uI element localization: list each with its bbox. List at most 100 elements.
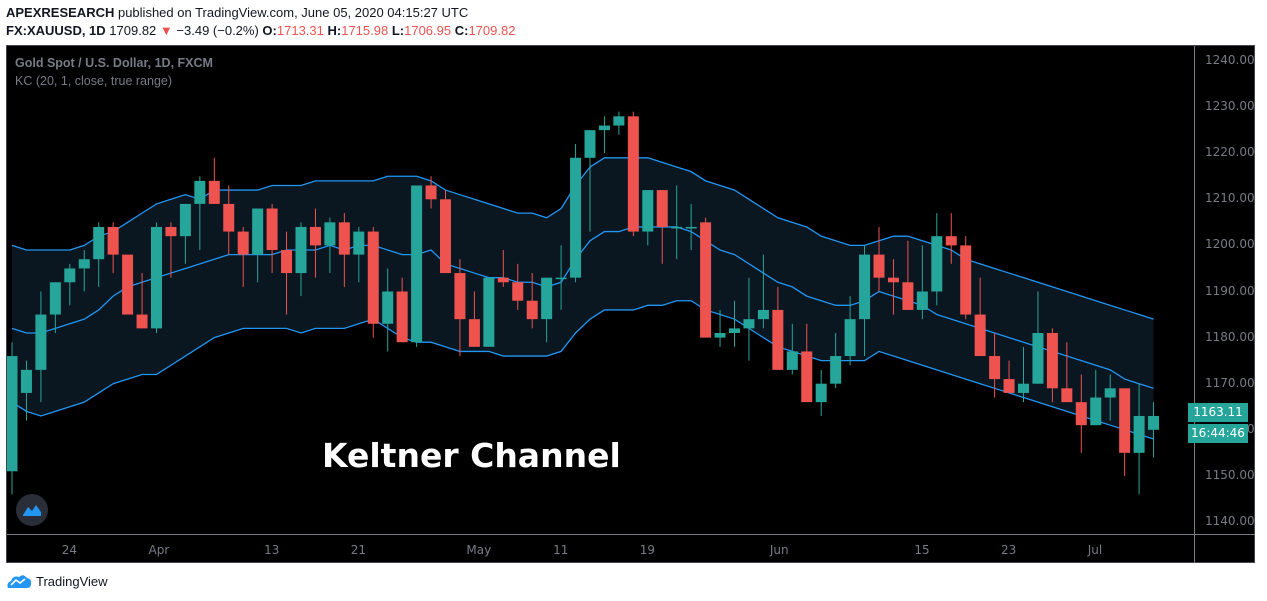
candle[interactable] (93, 222, 105, 287)
candle[interactable] (107, 222, 119, 274)
publish-header: APEXRESEARCH published on TradingView.co… (6, 4, 515, 40)
time-axis[interactable]: 24 Apr 13 21 May 11 19 Jun 15 23 Jul (7, 534, 1194, 563)
candle[interactable] (757, 254, 769, 329)
candle[interactable] (353, 226, 365, 283)
candle[interactable] (1061, 342, 1073, 403)
candle[interactable] (382, 268, 394, 352)
candle[interactable] (555, 245, 567, 310)
candle[interactable] (122, 254, 134, 315)
candle[interactable] (1090, 369, 1102, 426)
candle[interactable] (1046, 328, 1058, 403)
candle[interactable] (223, 185, 235, 255)
candle[interactable] (179, 203, 191, 264)
candle[interactable] (151, 222, 162, 333)
time-tick-label: 23 (1001, 543, 1017, 557)
candle[interactable] (35, 291, 47, 403)
candle[interactable] (714, 309, 726, 347)
author-name[interactable]: APEXRESEARCH (6, 5, 115, 20)
candle[interactable] (1148, 402, 1160, 458)
candle[interactable] (7, 342, 18, 495)
candle[interactable] (598, 116, 610, 154)
candle[interactable] (295, 222, 307, 297)
candle[interactable] (266, 203, 278, 274)
candle[interactable] (440, 190, 451, 274)
candle[interactable] (497, 250, 509, 287)
candle[interactable] (454, 259, 466, 357)
quote-line: FX:XAUUSD, 1D 1709.82 ▼ −3.49 (−0.2%) O:… (6, 22, 515, 40)
candle[interactable] (20, 360, 32, 421)
candle[interactable] (989, 332, 1001, 398)
candle[interactable] (468, 291, 480, 347)
candle[interactable] (483, 277, 495, 347)
candle[interactable] (873, 226, 885, 292)
candle[interactable] (801, 323, 813, 403)
price-axis[interactable]: 1140.001150.001160.001170.001180.001190.… (1194, 46, 1255, 534)
candle[interactable] (281, 231, 293, 315)
candle[interactable] (656, 190, 668, 264)
candle[interactable] (237, 226, 249, 287)
candle[interactable] (700, 217, 712, 338)
time-tick-label: 24 (61, 543, 78, 557)
footer-brand[interactable]: TradingView (6, 573, 108, 589)
candle[interactable] (165, 222, 177, 278)
candle[interactable] (367, 226, 379, 338)
candle[interactable] (526, 273, 538, 329)
indicator-title[interactable]: KC (20, 1, close, true range) (15, 74, 173, 88)
candle[interactable] (64, 263, 76, 306)
candle[interactable] (338, 213, 350, 287)
candle[interactable] (859, 245, 871, 357)
candle[interactable] (411, 185, 423, 347)
candle[interactable] (1018, 346, 1029, 403)
candle[interactable] (541, 277, 553, 343)
candle[interactable] (396, 277, 408, 343)
candle[interactable] (309, 208, 321, 278)
time-tick-label: Apr (148, 543, 170, 557)
candle[interactable] (1003, 360, 1015, 393)
kc-lower-line[interactable] (11, 300, 1154, 440)
price-tick-label: 1240.00 (1205, 53, 1255, 67)
price-tick-label: 1140.00 (1205, 514, 1255, 528)
candle[interactable] (945, 213, 957, 264)
candle[interactable] (570, 143, 582, 283)
series-title[interactable]: Gold Spot / U.S. Dollar, 1D, FXCM (15, 56, 213, 70)
candle[interactable] (252, 208, 264, 283)
candle[interactable] (902, 240, 914, 310)
candle[interactable] (1133, 383, 1145, 495)
overlay-title: Keltner Channel (322, 436, 621, 475)
candle[interactable] (324, 217, 336, 274)
candle[interactable] (1104, 374, 1116, 421)
candle[interactable] (960, 236, 972, 320)
candle[interactable] (830, 332, 842, 389)
candle[interactable] (815, 369, 827, 416)
candle[interactable] (729, 300, 740, 347)
symbol-label: FX:XAUUSD, 1D (6, 23, 106, 38)
candle[interactable] (584, 130, 596, 232)
tradingview-logo-button[interactable] (16, 494, 48, 526)
candle[interactable] (642, 190, 654, 246)
candle[interactable] (916, 245, 928, 320)
candle[interactable] (512, 263, 524, 310)
price-tick-label: 1150.00 (1205, 467, 1255, 482)
candle[interactable] (786, 323, 798, 375)
candlestick-plot[interactable] (7, 46, 1194, 534)
candle[interactable] (1119, 388, 1131, 476)
candle[interactable] (1075, 374, 1087, 453)
candle[interactable] (743, 277, 755, 361)
candle[interactable] (194, 176, 206, 251)
candle[interactable] (887, 259, 899, 315)
candle[interactable] (627, 111, 639, 237)
kc-middle-line[interactable] (11, 226, 1154, 389)
candle[interactable] (208, 157, 220, 204)
candle[interactable] (685, 203, 697, 251)
candle[interactable] (1032, 291, 1044, 384)
candle[interactable] (49, 282, 61, 333)
candle[interactable] (974, 277, 986, 357)
candle[interactable] (136, 273, 148, 329)
candle[interactable] (772, 286, 784, 370)
candle[interactable] (613, 111, 625, 135)
candle[interactable] (931, 213, 943, 306)
candle[interactable] (78, 250, 90, 292)
candle[interactable] (425, 176, 437, 209)
candle[interactable] (671, 185, 683, 260)
candle[interactable] (844, 296, 856, 366)
